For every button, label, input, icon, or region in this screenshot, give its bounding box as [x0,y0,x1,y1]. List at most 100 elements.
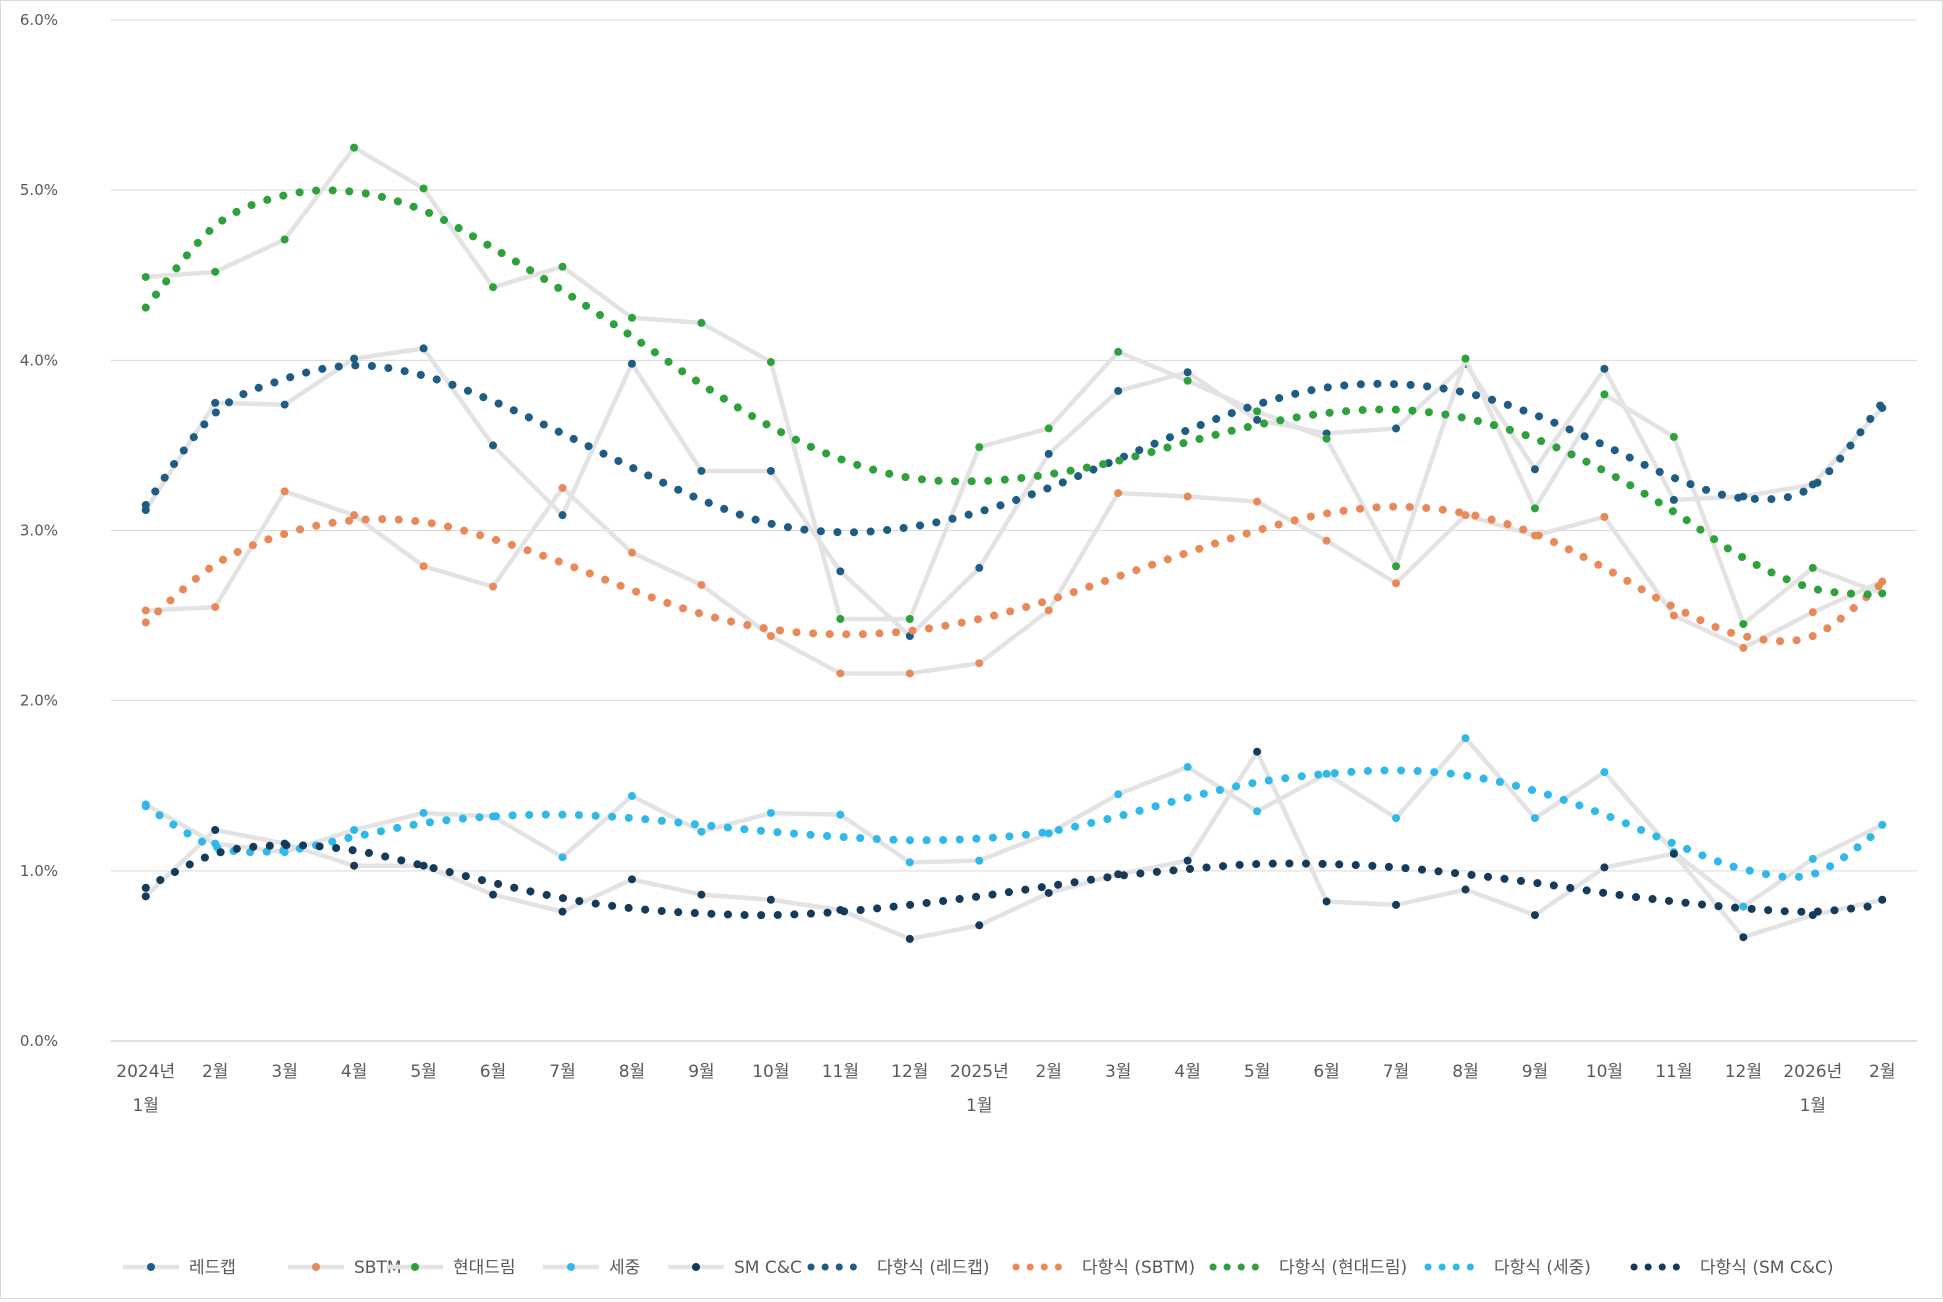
data-point [766,632,775,641]
legend-item[interactable]: 현대드림 [387,1258,516,1278]
data-point [1808,608,1817,617]
legend-label: 현대드림 [453,1258,516,1278]
legend-item[interactable]: SM C&C [668,1258,802,1278]
series-line [145,485,1884,676]
legend-item[interactable]: 다항식 (세중) [1424,1258,1591,1278]
data-point [1808,563,1817,572]
data-point [975,563,984,572]
data-point [627,548,636,557]
data-point [558,853,567,862]
data-point [697,580,706,589]
x-tick-label: 2026년 [1783,1062,1842,1082]
data-point [489,441,498,450]
data-point [558,483,567,492]
data-point [627,791,636,800]
legend-label: 다항식 (레드캡) [877,1258,990,1278]
x-tick-label: 4월 [1174,1062,1200,1082]
data-point [211,398,220,407]
series-line [143,346,1884,639]
data-point [1530,814,1539,823]
trendline-curve [141,766,1887,882]
legend-label: SBTM [354,1258,402,1278]
x-tick-label: 10월 [752,1062,789,1082]
x-tick-label: 10월 [1586,1062,1623,1082]
x-tick-label: 8월 [1452,1062,1478,1082]
data-point [1253,747,1262,756]
x-tick-label: 12월 [1725,1062,1762,1082]
series-line [144,735,1884,909]
legend[interactable]: 레드캡 SBTM 현대드림 세중 SM C&C 다항식 (레드캡) 다항식 (SBTM) 다항… [123,1258,1833,1278]
legend-item[interactable]: 레드캡 [123,1258,236,1278]
data-point [627,875,636,884]
data-point [1392,579,1401,588]
legend-item[interactable]: 세중 [543,1258,640,1278]
data-point [1530,465,1539,474]
data-point [1183,492,1192,501]
x-tick-label: 7월 [549,1062,575,1082]
data-point [1878,820,1887,829]
data-point [1669,611,1678,620]
data-point [489,582,498,591]
legend-item[interactable]: 다항식 (SM C&C) [1630,1258,1833,1278]
data-point [419,562,428,571]
legend-item[interactable]: 다항식 (레드캡) [807,1258,990,1278]
x-tick-label: 3월 [271,1062,297,1082]
data-point [350,354,359,363]
data-point [1044,888,1053,897]
data-point [280,235,289,244]
data-point [1808,854,1817,863]
y-tick-label: 3.0% [20,522,58,540]
data-point [1739,933,1748,942]
series-line [145,145,1884,627]
data-point [141,606,150,615]
legend-marker [692,1263,700,1271]
data-point [211,825,220,834]
data-point [211,267,220,276]
data-point [1253,407,1262,416]
legend-label: SM C&C [734,1258,802,1278]
data-point [1669,495,1678,504]
x-tick-label: 11월 [822,1062,859,1082]
trendlines [141,186,1887,920]
data-point [1322,897,1331,906]
x-tick-label: 2월 [1869,1062,1895,1082]
legend-label: 다항식 (세중) [1494,1258,1591,1278]
data-point [280,400,289,409]
data-point [1461,511,1470,520]
data-point [558,511,567,520]
data-point [1461,885,1470,894]
data-point [350,825,359,834]
legend-item[interactable]: 다항식 (현대드림) [1209,1258,1407,1278]
data-point [1600,512,1609,521]
data-point [697,466,706,475]
data-point [1392,562,1401,571]
trendline-4 [141,841,1887,920]
data-point [1114,347,1123,356]
legend-label: 다항식 (현대드림) [1279,1258,1407,1278]
data-point [697,318,706,327]
trendline-curve [141,186,1887,600]
x-tick-label: 5월 [1244,1062,1270,1082]
legend-item[interactable]: SBTM [288,1258,402,1278]
data-point [1183,763,1192,772]
y-tick-label: 5.0% [20,181,58,199]
data-point [905,669,914,678]
data-point [975,921,984,930]
data-point [350,861,359,870]
data-point [1392,814,1401,823]
data-point [697,827,706,836]
data-point [627,359,636,368]
x-tick-label: 7월 [1383,1062,1409,1082]
data-point [1253,497,1262,506]
data-point [280,487,289,496]
data-point [489,283,498,292]
data-point [836,810,845,819]
x-tick-label: 2월 [1035,1062,1061,1082]
data-point [905,614,914,623]
data-point [1392,424,1401,433]
data-point [766,808,775,817]
data-point [1392,900,1401,909]
legend-item[interactable]: 다항식 (SBTM) [1012,1258,1195,1278]
y-tick-label: 2.0% [20,692,58,710]
